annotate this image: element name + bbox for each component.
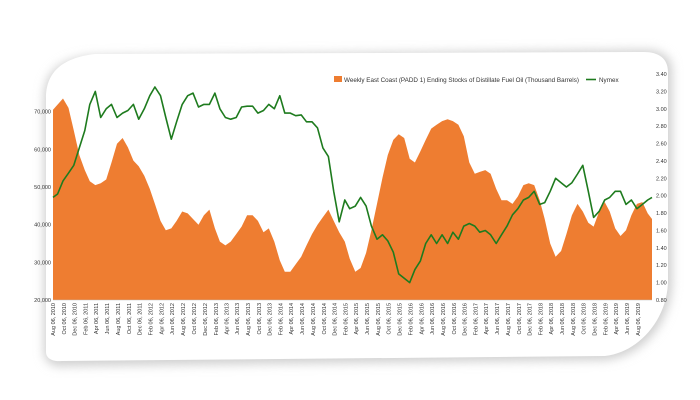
y-right-axis: 0.80 1.00 1.20 1.40 1.60 1.80 2.00 2.20 2.40 2.60… bbox=[656, 72, 667, 304]
x-tick-label: Oct 06, 2014 bbox=[322, 303, 328, 335]
x-tick-label: Oct 06, 2011 bbox=[127, 303, 133, 334]
x-tick-label: Apr 06, 2017 bbox=[484, 303, 490, 335]
y-left-tick-label: 50,000 bbox=[34, 185, 51, 191]
x-axis: Aug 06, 2010 Oct 06, 2010 Dec 06, 2010 Feb … bbox=[51, 303, 642, 336]
nymex-line-layer bbox=[52, 86, 653, 284]
legend-swatch-stocks bbox=[334, 76, 342, 82]
y-right-tick-label: 1.60 bbox=[656, 228, 667, 234]
x-tick-label: Feb 06, 2014 bbox=[279, 303, 285, 335]
x-tick-label: Dec 06, 2014 bbox=[333, 303, 339, 336]
x-tick-label: Oct 06, 2016 bbox=[452, 303, 458, 335]
x-tick-label: Jun 06, 2012 bbox=[170, 303, 176, 335]
x-tick-label: Feb 06, 2011 bbox=[84, 303, 90, 335]
y-right-tick-label: 2.60 bbox=[656, 142, 667, 148]
y-left-axis: 20,000 30,000 40,000 50,000 60,000 70,000 bbox=[34, 110, 51, 304]
y-right-tick-label: 1.80 bbox=[656, 211, 667, 217]
x-tick-label: Feb 06, 2019 bbox=[604, 303, 610, 335]
x-tick-label: Feb 06, 2016 bbox=[409, 303, 415, 335]
x-tick-label: Feb 06, 2015 bbox=[344, 303, 350, 335]
x-tick-label: Jun 06, 2016 bbox=[430, 303, 436, 335]
x-tick-label: Jun 06, 2014 bbox=[300, 303, 306, 335]
x-tick-label: Aug 06, 2015 bbox=[376, 303, 382, 336]
x-tick-label: Feb 06, 2012 bbox=[149, 303, 155, 335]
x-tick-label: Oct 06, 2017 bbox=[517, 303, 523, 335]
x-tick-label: Feb 06, 2018 bbox=[539, 303, 545, 335]
x-tick-label: Jun 06, 2019 bbox=[625, 303, 631, 335]
x-tick-label: Aug 06, 2014 bbox=[311, 303, 317, 336]
plot-area: 20,000 30,000 40,000 50,000 60,000 70,000 0.8… bbox=[34, 72, 667, 336]
x-tick-label: Aug 06, 2019 bbox=[636, 303, 642, 336]
legend: Weekly East Coast (PADD 1) Ending Stocks… bbox=[334, 76, 619, 84]
y-left-tick-label: 30,000 bbox=[34, 260, 51, 266]
x-tick-label: Jun 06, 2011 bbox=[105, 303, 111, 334]
y-right-tick-label: 0.80 bbox=[656, 298, 667, 304]
x-tick-label: Dec 06, 2015 bbox=[398, 303, 404, 336]
x-tick-label: Dec 06, 2016 bbox=[463, 303, 469, 336]
x-tick-label: Oct 06, 2010 bbox=[62, 303, 68, 335]
legend-label-stocks: Weekly East Coast (PADD 1) Ending Stocks… bbox=[344, 77, 579, 84]
x-tick-label: Aug 06, 2010 bbox=[51, 303, 57, 336]
y-left-tick-label: 40,000 bbox=[34, 223, 51, 229]
y-right-tick-label: 3.20 bbox=[656, 89, 667, 95]
stocks-area bbox=[53, 98, 652, 300]
x-tick-label: Feb 06, 2013 bbox=[214, 303, 220, 335]
x-tick-label: Aug 06, 2018 bbox=[571, 303, 577, 336]
x-tick-label: Dec 06, 2012 bbox=[203, 303, 209, 336]
x-tick-label: Feb 06, 2017 bbox=[474, 303, 480, 335]
x-tick-label: Aug 06, 2016 bbox=[441, 303, 447, 336]
y-right-tick-label: 2.00 bbox=[656, 194, 667, 200]
x-tick-label: Jun 06, 2017 bbox=[495, 303, 501, 335]
x-tick-label: Apr 06, 2015 bbox=[354, 303, 360, 335]
stocks-area-layer bbox=[53, 98, 652, 300]
y-right-tick-label: 2.80 bbox=[656, 124, 667, 130]
x-tick-label: Apr 06, 2013 bbox=[224, 303, 230, 335]
y-left-tick-label: 70,000 bbox=[34, 110, 51, 116]
nymex-line bbox=[52, 86, 653, 284]
x-tick-label: Oct 06, 2018 bbox=[582, 303, 588, 335]
legend-label-nymex: Nymex bbox=[599, 77, 619, 84]
x-tick-label: Oct 06, 2012 bbox=[192, 303, 198, 335]
y-right-tick-label: 1.40 bbox=[656, 246, 667, 252]
x-tick-label: Apr 06, 2011 bbox=[94, 303, 100, 334]
y-right-tick-label: 3.40 bbox=[656, 72, 667, 78]
x-tick-label: Jun 06, 2015 bbox=[365, 303, 371, 335]
x-tick-label: Apr 06, 2014 bbox=[289, 303, 295, 335]
y-right-tick-label: 2.20 bbox=[656, 176, 667, 182]
x-tick-label: Apr 06, 2019 bbox=[614, 303, 620, 335]
y-left-tick-label: 20,000 bbox=[34, 298, 51, 304]
x-tick-label: Jun 06, 2018 bbox=[560, 303, 566, 335]
x-tick-label: Aug 06, 2013 bbox=[246, 303, 252, 336]
x-tick-label: Dec 06, 2018 bbox=[593, 303, 599, 336]
x-tick-label: Oct 06, 2013 bbox=[257, 303, 263, 335]
x-tick-label: Apr 06, 2018 bbox=[549, 303, 555, 335]
x-tick-label: Aug 06, 2012 bbox=[181, 303, 187, 336]
x-tick-label: Dec 06, 2010 bbox=[73, 303, 79, 336]
x-tick-label: Dec 06, 2017 bbox=[528, 303, 534, 336]
x-tick-label: Jun 06, 2013 bbox=[235, 303, 241, 335]
x-tick-label: Apr 06, 2012 bbox=[159, 303, 165, 335]
y-right-tick-label: 3.00 bbox=[656, 107, 667, 113]
y-right-tick-label: 1.20 bbox=[656, 263, 667, 269]
x-tick-label: Apr 06, 2016 bbox=[419, 303, 425, 335]
x-tick-label: Dec 06, 2011 bbox=[138, 303, 144, 335]
x-tick-label: Dec 06, 2013 bbox=[268, 303, 274, 336]
x-tick-label: Aug 06, 2017 bbox=[506, 303, 512, 336]
y-right-tick-label: 2.40 bbox=[656, 159, 667, 165]
x-tick-label: Oct 06, 2015 bbox=[387, 303, 393, 335]
x-tick-label: Aug 06, 2011 bbox=[116, 303, 122, 335]
y-right-tick-label: 1.00 bbox=[656, 281, 667, 287]
y-left-tick-label: 60,000 bbox=[34, 147, 51, 153]
